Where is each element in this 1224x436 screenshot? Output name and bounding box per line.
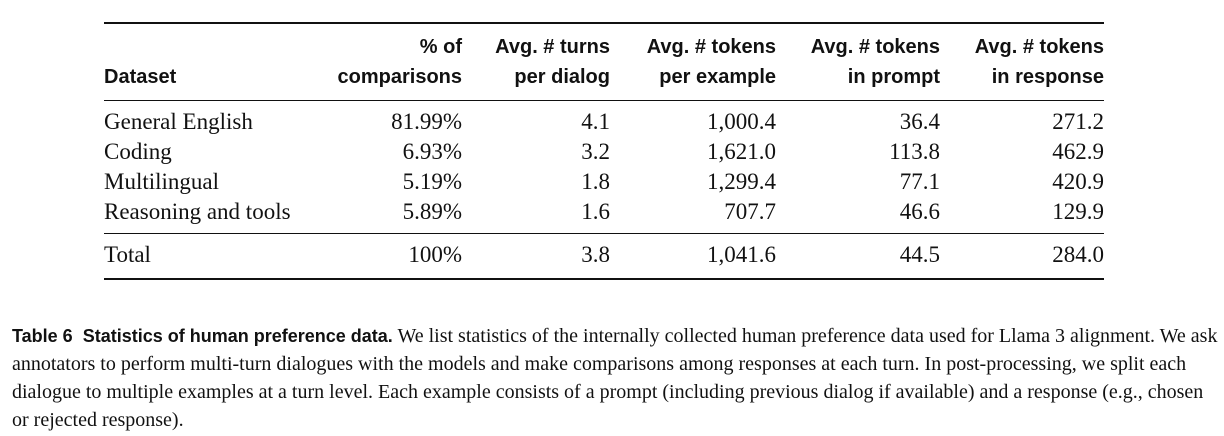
cell-tokens-example: 1,000.4 [707, 109, 776, 134]
cell-tokens-response: 462.9 [1052, 139, 1104, 164]
table-body: General English 81.99% 4.1 1,000.4 36.4 … [104, 101, 1104, 234]
header-tokens-in-prompt: Avg. # tokens in prompt [776, 23, 940, 101]
caption-title: Statistics of human preference data. [82, 326, 393, 346]
header-comparisons: % of comparisons [334, 23, 462, 101]
header-dataset: Dataset [104, 23, 334, 101]
caption-text: We list statistics of the internally col… [12, 325, 1218, 431]
cell-turns: 1.8 [581, 169, 610, 194]
total-row: Total 100% 3.8 1,041.6 44.5 284.0 [104, 233, 1104, 279]
header-line-1: % of [419, 36, 462, 58]
header-line-1: Avg. # tokens [810, 36, 940, 58]
cell-dataset: General English [104, 109, 253, 134]
table-row: Reasoning and tools 5.89% 1.6 707.7 46.6… [104, 197, 1104, 234]
cell-comparisons: 81.99% [391, 109, 462, 134]
cell-total-turns: 3.8 [581, 242, 610, 267]
header-line-2: Dataset [104, 66, 177, 88]
cell-tokens-prompt: 77.1 [899, 169, 940, 194]
cell-dataset: Coding [104, 139, 172, 164]
header-line-2: in prompt [847, 66, 940, 88]
preference-stats-table-container: Dataset % of comparisons Avg. # turns pe… [104, 22, 1104, 280]
header-line-2: comparisons [337, 66, 462, 88]
header-line-1: Avg. # turns [495, 36, 610, 58]
cell-turns: 1.6 [581, 199, 610, 224]
cell-turns: 3.2 [581, 139, 610, 164]
cell-tokens-prompt: 113.8 [889, 139, 940, 164]
cell-tokens-prompt: 46.6 [899, 199, 940, 224]
cell-comparisons: 6.93% [402, 139, 462, 164]
header-tokens-in-response: Avg. # tokens in response [940, 23, 1104, 101]
header-line-1: Avg. # tokens [974, 36, 1104, 58]
header-turns-per-dialog: Avg. # turns per dialog [462, 23, 610, 101]
cell-total-tokens-example: 1,041.6 [707, 242, 776, 267]
header-row: Dataset % of comparisons Avg. # turns pe… [104, 23, 1104, 101]
caption-label: Table 6 [12, 326, 73, 346]
cell-total-label: Total [104, 242, 151, 267]
cell-turns: 4.1 [581, 109, 610, 134]
preference-stats-table: Dataset % of comparisons Avg. # turns pe… [104, 22, 1104, 280]
header-line-2: per dialog [514, 66, 610, 88]
table-row: Multilingual 5.19% 1.8 1,299.4 77.1 420.… [104, 167, 1104, 197]
cell-tokens-response: 420.9 [1052, 169, 1104, 194]
table-caption: Table 6 Statistics of human preference d… [12, 322, 1218, 434]
table-header: Dataset % of comparisons Avg. # turns pe… [104, 23, 1104, 101]
cell-comparisons: 5.89% [402, 199, 462, 224]
cell-dataset: Multilingual [104, 169, 219, 194]
cell-total-tokens-response: 284.0 [1052, 242, 1104, 267]
cell-tokens-prompt: 36.4 [899, 109, 940, 134]
cell-tokens-response: 129.9 [1052, 199, 1104, 224]
cell-dataset: Reasoning and tools [104, 199, 291, 224]
cell-total-comparisons: 100% [408, 242, 462, 267]
cell-total-tokens-prompt: 44.5 [899, 242, 940, 267]
table-total: Total 100% 3.8 1,041.6 44.5 284.0 [104, 233, 1104, 279]
cell-tokens-example: 1,299.4 [707, 169, 776, 194]
cell-tokens-example: 707.7 [724, 199, 776, 224]
cell-tokens-example: 1,621.0 [707, 139, 776, 164]
header-line-2: in response [991, 66, 1104, 88]
header-line-2: per example [659, 66, 776, 88]
table-row: General English 81.99% 4.1 1,000.4 36.4 … [104, 101, 1104, 138]
cell-comparisons: 5.19% [402, 169, 462, 194]
header-tokens-per-example: Avg. # tokens per example [610, 23, 776, 101]
header-line-1: Avg. # tokens [646, 36, 776, 58]
table-row: Coding 6.93% 3.2 1,621.0 113.8 462.9 [104, 137, 1104, 167]
cell-tokens-response: 271.2 [1052, 109, 1104, 134]
